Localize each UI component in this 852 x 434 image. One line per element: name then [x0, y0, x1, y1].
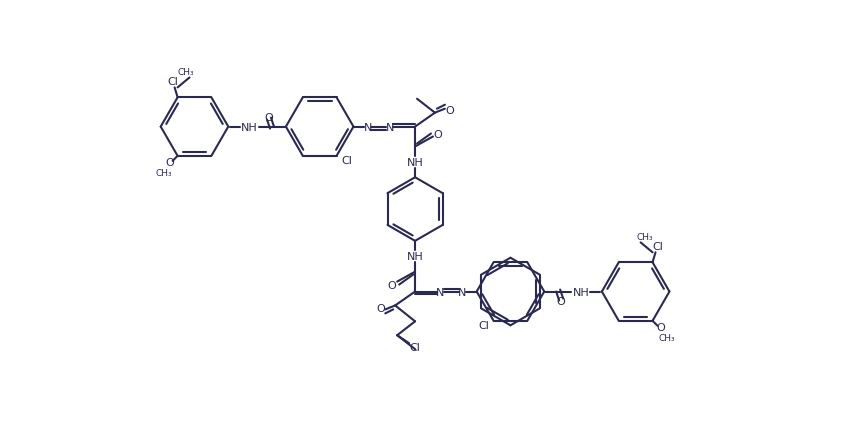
- Text: N: N: [458, 287, 466, 297]
- Text: Cl: Cl: [341, 155, 352, 165]
- Text: CH₃: CH₃: [155, 169, 172, 178]
- Text: O: O: [556, 297, 566, 307]
- Text: N: N: [386, 122, 394, 132]
- Text: Cl: Cl: [410, 342, 421, 352]
- Text: O: O: [656, 322, 665, 332]
- Text: CH₃: CH₃: [636, 232, 653, 241]
- Text: Cl: Cl: [652, 242, 663, 252]
- Text: NH: NH: [406, 158, 423, 168]
- Text: NH: NH: [406, 251, 423, 261]
- Text: O: O: [165, 158, 174, 168]
- Text: O: O: [376, 304, 384, 314]
- Text: NH: NH: [573, 287, 590, 297]
- Text: NH: NH: [241, 122, 257, 132]
- Text: CH₃: CH₃: [177, 68, 194, 77]
- Text: O: O: [388, 280, 396, 290]
- Text: Cl: Cl: [167, 77, 178, 87]
- Text: O: O: [265, 112, 273, 122]
- Text: Cl: Cl: [478, 320, 489, 330]
- Text: CH₃: CH₃: [658, 333, 675, 342]
- Text: N: N: [435, 287, 444, 297]
- Text: O: O: [434, 129, 442, 139]
- Text: O: O: [446, 105, 454, 115]
- Text: N: N: [364, 122, 372, 132]
